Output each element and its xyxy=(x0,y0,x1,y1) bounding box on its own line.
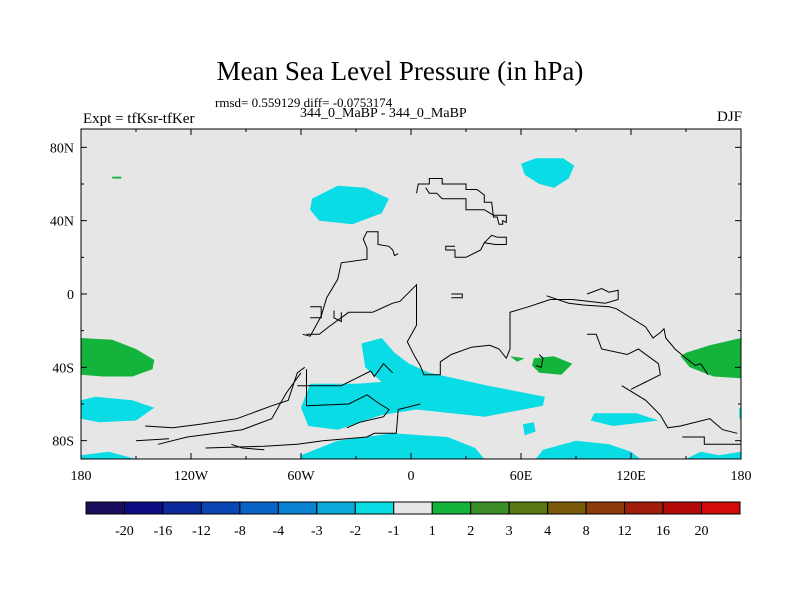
contour-region-antarctic-low-east xyxy=(686,451,741,459)
coastline-14 xyxy=(621,385,738,434)
coastline-10 xyxy=(445,236,507,258)
colorbar-swatch xyxy=(239,501,279,515)
chart-title: Mean Sea Level Pressure (in hPa) xyxy=(216,56,584,86)
colorbar-label: 20 xyxy=(695,524,709,539)
colorbar-swatch xyxy=(547,501,587,515)
coastline-6 xyxy=(302,231,399,337)
y-tick-label: 80N xyxy=(50,141,74,156)
colorbar-swatch xyxy=(585,501,626,515)
coastline-1 xyxy=(145,366,305,429)
coastline-5 xyxy=(157,372,302,445)
colorbar-swatch xyxy=(431,501,472,515)
contour-region-pacific-tiny-high xyxy=(112,176,122,179)
colorbar-label: -8 xyxy=(234,524,246,539)
contour-region-south-atlantic-low xyxy=(301,338,545,430)
colorbar-swatch xyxy=(470,501,510,515)
y-tick-label: 40N xyxy=(50,215,74,230)
x-tick-label: 60E xyxy=(510,469,533,484)
colorbar-swatch xyxy=(123,501,164,515)
colorbar-swatch xyxy=(354,501,395,515)
contour-region-pacific-high-west xyxy=(81,338,155,377)
contour-region-antarctic-low-pacific xyxy=(81,451,136,459)
colorbar-swatch xyxy=(701,501,741,515)
coastline-3 xyxy=(306,394,390,429)
colorbar-label: -2 xyxy=(349,524,361,539)
x-tick-label: 60W xyxy=(287,469,315,484)
x-tick-label: 120W xyxy=(174,469,209,484)
colorbar-label: -1 xyxy=(388,524,400,539)
colorbar-label: 4 xyxy=(544,524,551,539)
coastline-16 xyxy=(231,443,265,451)
colorbar-swatch xyxy=(277,501,318,515)
colorbar-swatch xyxy=(85,501,125,515)
colorbar-swatch xyxy=(162,501,202,515)
colorbar-label: -12 xyxy=(192,524,211,539)
colorbar-label: 1 xyxy=(429,524,436,539)
x-tick-label: 120E xyxy=(616,469,646,484)
contour-region-southern-ocean-small-low xyxy=(522,422,536,436)
coastline-12 xyxy=(546,295,709,375)
colorbar-label: 3 xyxy=(506,524,513,539)
y-tick-label: 80S xyxy=(52,435,74,450)
coastline-18 xyxy=(135,438,170,442)
coastline-11 xyxy=(483,234,498,244)
colorbar-label: 12 xyxy=(618,524,632,539)
colorbar-swatch xyxy=(393,501,433,515)
coastline-15 xyxy=(682,436,741,445)
contour-region-indian-ocean-small-high xyxy=(510,356,525,362)
contour-region-southern-ocean-low-indian xyxy=(590,413,659,426)
y-tick-label: 0 xyxy=(67,288,74,303)
colorbar-swatch xyxy=(316,501,356,515)
rmsd-diff-stats: rmsd= 0.559129 diff= -0.0753174 xyxy=(215,95,393,110)
x-tick-label: 0 xyxy=(408,469,415,484)
contour-region-antarctic-low-atlantic xyxy=(301,433,485,459)
chart-subtitle: 344_0_MaBP - 344_0_MaBP xyxy=(300,106,467,121)
colorbar-swatch xyxy=(662,501,703,515)
coastline-0 xyxy=(205,403,421,449)
colorbar-swatch xyxy=(200,501,241,515)
colorbar-swatch xyxy=(624,501,664,515)
colorbar-label: -3 xyxy=(311,524,323,539)
coastline-13 xyxy=(587,333,661,390)
coastline-20 xyxy=(310,306,322,319)
x-tick-label: 180 xyxy=(71,469,92,484)
coastline-7 xyxy=(306,283,619,376)
coastline-9 xyxy=(416,178,507,225)
y-tick-label: 40S xyxy=(52,361,74,376)
coastline-19 xyxy=(451,293,463,299)
experiment-label: Expt = tfKsr-tfKer xyxy=(83,111,195,127)
season-label: DJF xyxy=(716,109,742,125)
colorbar-label: 8 xyxy=(583,524,590,539)
coastline-17 xyxy=(535,354,544,368)
contour-region-south-pacific-low-west xyxy=(81,396,155,423)
contour-region-arctic-asia-low xyxy=(521,158,575,188)
coastline-2 xyxy=(297,362,394,387)
colorbar-label: 2 xyxy=(467,524,474,539)
contour-region-antarctic-low-indian xyxy=(535,440,641,459)
colorbar-label: -20 xyxy=(115,524,134,539)
contour-region-pacific-high-east xyxy=(680,338,741,379)
contour-region-mid-atlantic-north-low xyxy=(310,185,389,225)
x-tick-label: 180 xyxy=(731,469,752,484)
colorbar-label: -16 xyxy=(154,524,173,539)
colorbar-label: 16 xyxy=(656,524,670,539)
coastline-8 xyxy=(333,310,342,323)
colorbar-label: -4 xyxy=(273,524,285,539)
colorbar-swatch xyxy=(508,501,549,515)
